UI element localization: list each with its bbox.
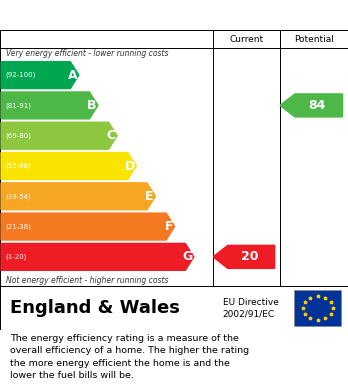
Text: (81-91): (81-91) [5,102,31,109]
Text: Not energy efficient - higher running costs: Not energy efficient - higher running co… [6,276,169,285]
Text: England & Wales: England & Wales [10,299,180,317]
Text: (21-38): (21-38) [5,223,31,230]
Text: 20: 20 [241,250,259,264]
Text: The energy efficiency rating is a measure of the
overall efficiency of a home. T: The energy efficiency rating is a measur… [10,334,250,380]
Text: Current: Current [229,34,263,43]
Text: Very energy efficient - lower running costs: Very energy efficient - lower running co… [6,50,169,59]
Text: B: B [87,99,97,112]
Text: 84: 84 [309,99,326,112]
Text: C: C [106,129,116,142]
Text: (1-20): (1-20) [5,254,27,260]
Polygon shape [1,122,117,149]
Polygon shape [280,94,342,117]
Text: D: D [125,160,135,172]
FancyBboxPatch shape [294,289,341,326]
Polygon shape [1,213,175,240]
Text: Potential: Potential [294,34,334,43]
Text: (55-68): (55-68) [5,163,31,169]
Polygon shape [1,183,156,210]
Polygon shape [213,245,275,268]
Text: G: G [183,250,193,264]
Text: EU Directive
2002/91/EC: EU Directive 2002/91/EC [223,298,279,318]
Polygon shape [1,92,98,119]
Text: (69-80): (69-80) [5,133,31,139]
Text: Energy Efficiency Rating: Energy Efficiency Rating [69,7,279,23]
Polygon shape [1,62,79,89]
Text: (39-54): (39-54) [5,193,31,199]
Polygon shape [1,152,136,179]
Text: F: F [165,220,173,233]
Text: (92-100): (92-100) [5,72,36,78]
Text: A: A [68,69,78,82]
Text: E: E [145,190,154,203]
Polygon shape [1,244,194,270]
